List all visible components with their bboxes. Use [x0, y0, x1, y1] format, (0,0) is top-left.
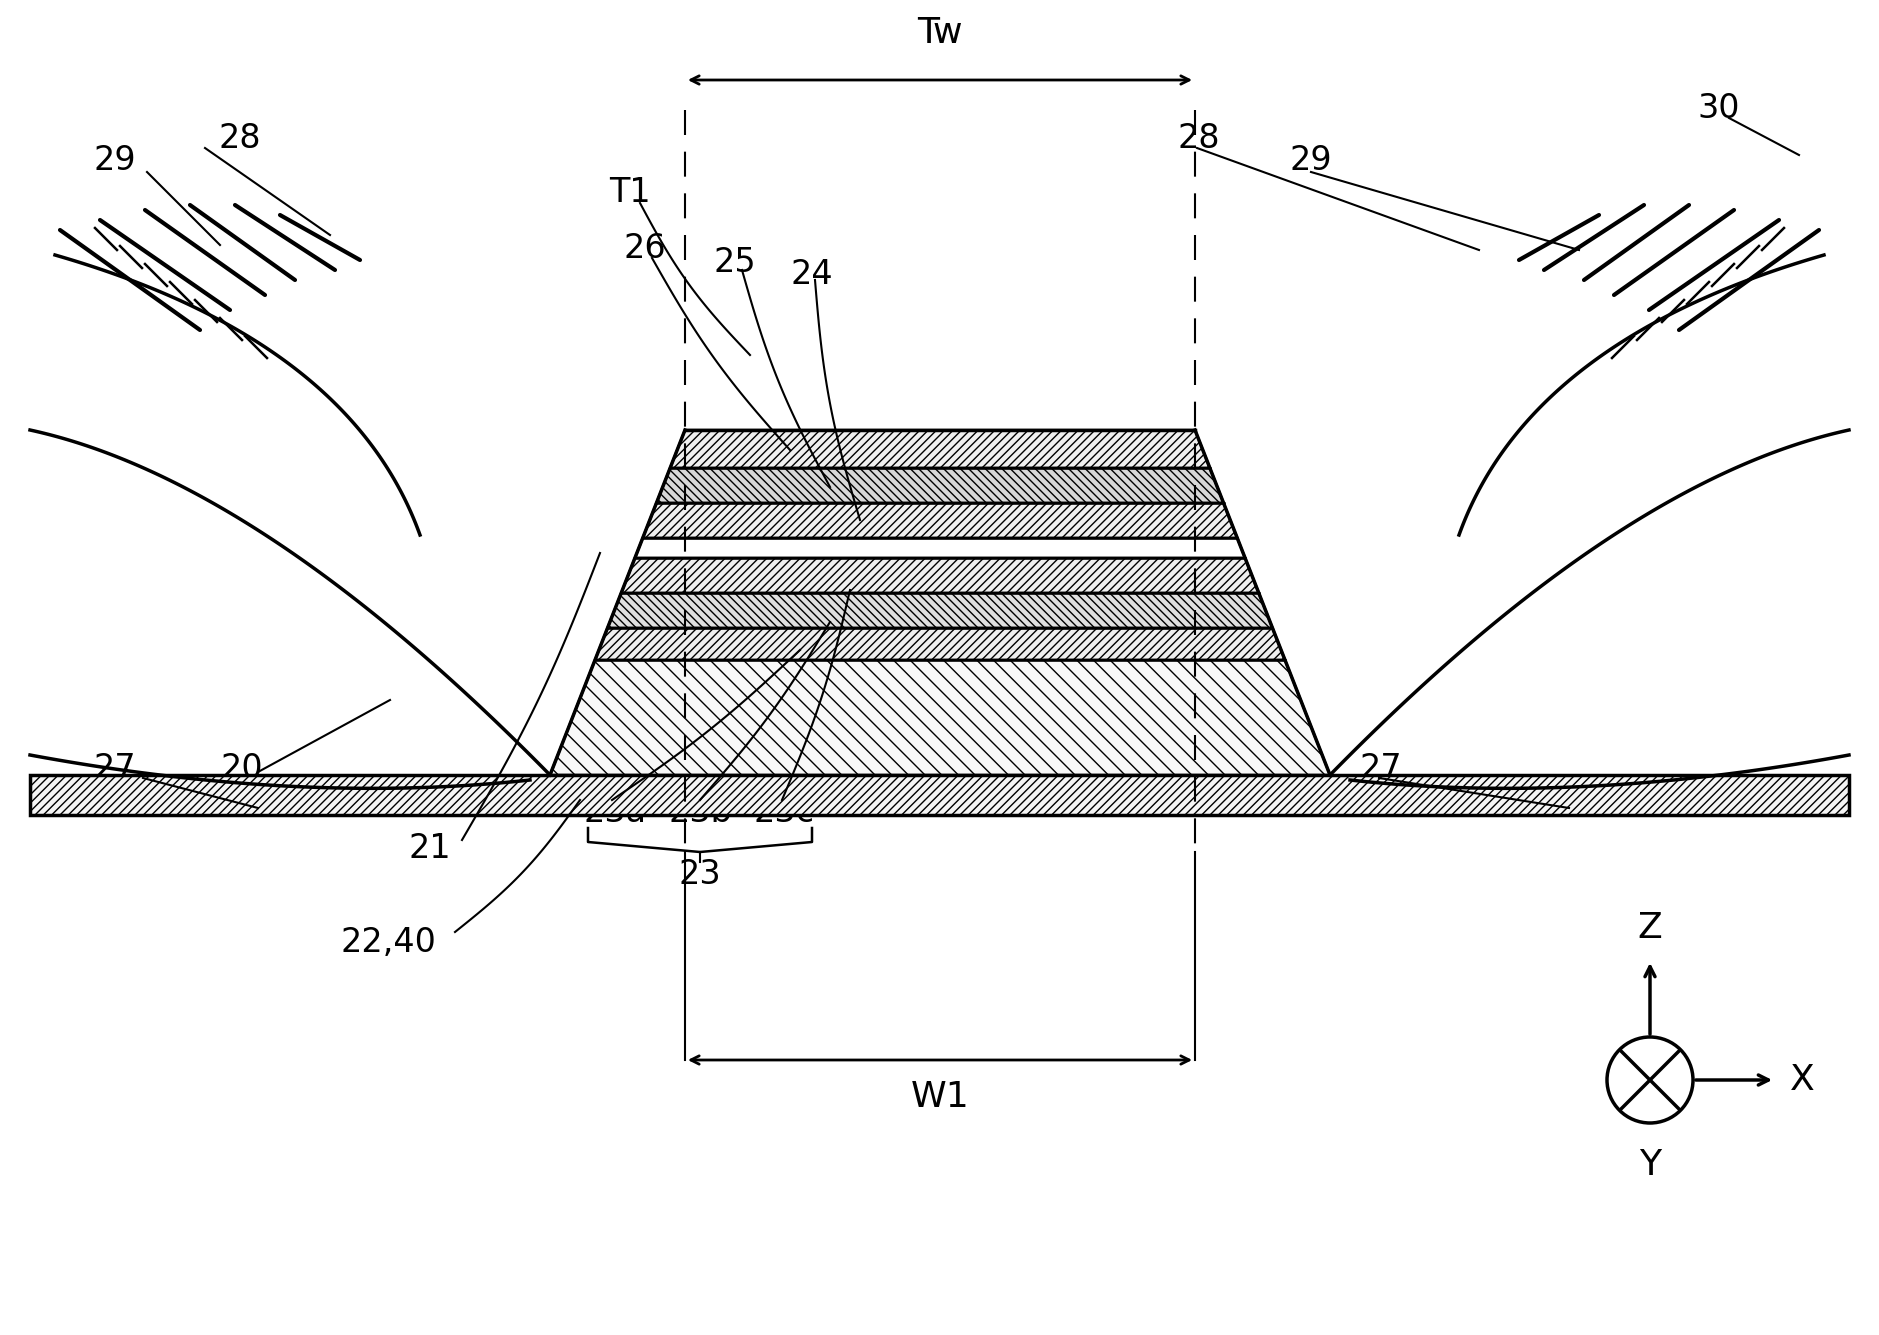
Polygon shape — [635, 538, 1246, 558]
Polygon shape — [622, 558, 1259, 593]
Text: 29: 29 — [1289, 143, 1332, 176]
Polygon shape — [656, 469, 1223, 503]
Text: 23b: 23b — [669, 797, 733, 829]
Text: 22,40: 22,40 — [340, 925, 436, 959]
Polygon shape — [686, 210, 1195, 430]
Text: Tw: Tw — [917, 16, 962, 49]
Polygon shape — [30, 210, 686, 850]
Polygon shape — [1195, 210, 1849, 850]
Text: 21: 21 — [410, 832, 451, 865]
Polygon shape — [30, 814, 1849, 850]
Polygon shape — [643, 503, 1236, 538]
Text: Y: Y — [1638, 1148, 1661, 1181]
Text: 27: 27 — [94, 752, 137, 785]
Text: X: X — [1791, 1063, 1815, 1097]
Text: 23c: 23c — [753, 797, 814, 829]
Text: 28: 28 — [218, 121, 261, 155]
Text: 23: 23 — [678, 858, 722, 892]
Text: 20: 20 — [220, 752, 263, 785]
Text: T1: T1 — [609, 175, 650, 208]
Text: 24: 24 — [791, 259, 832, 291]
Text: 26: 26 — [624, 231, 667, 264]
Polygon shape — [607, 593, 1272, 627]
Polygon shape — [596, 627, 1285, 659]
Text: 23a: 23a — [584, 797, 646, 829]
Text: Z: Z — [1638, 910, 1663, 945]
Text: 27: 27 — [1360, 752, 1402, 785]
Polygon shape — [551, 659, 1330, 776]
Polygon shape — [30, 776, 1849, 814]
Text: 25: 25 — [714, 247, 757, 279]
Text: W1: W1 — [911, 1080, 970, 1113]
Polygon shape — [671, 430, 1210, 469]
Text: 29: 29 — [94, 143, 137, 176]
Text: 28: 28 — [1178, 121, 1219, 155]
Text: 30: 30 — [1699, 92, 1740, 124]
